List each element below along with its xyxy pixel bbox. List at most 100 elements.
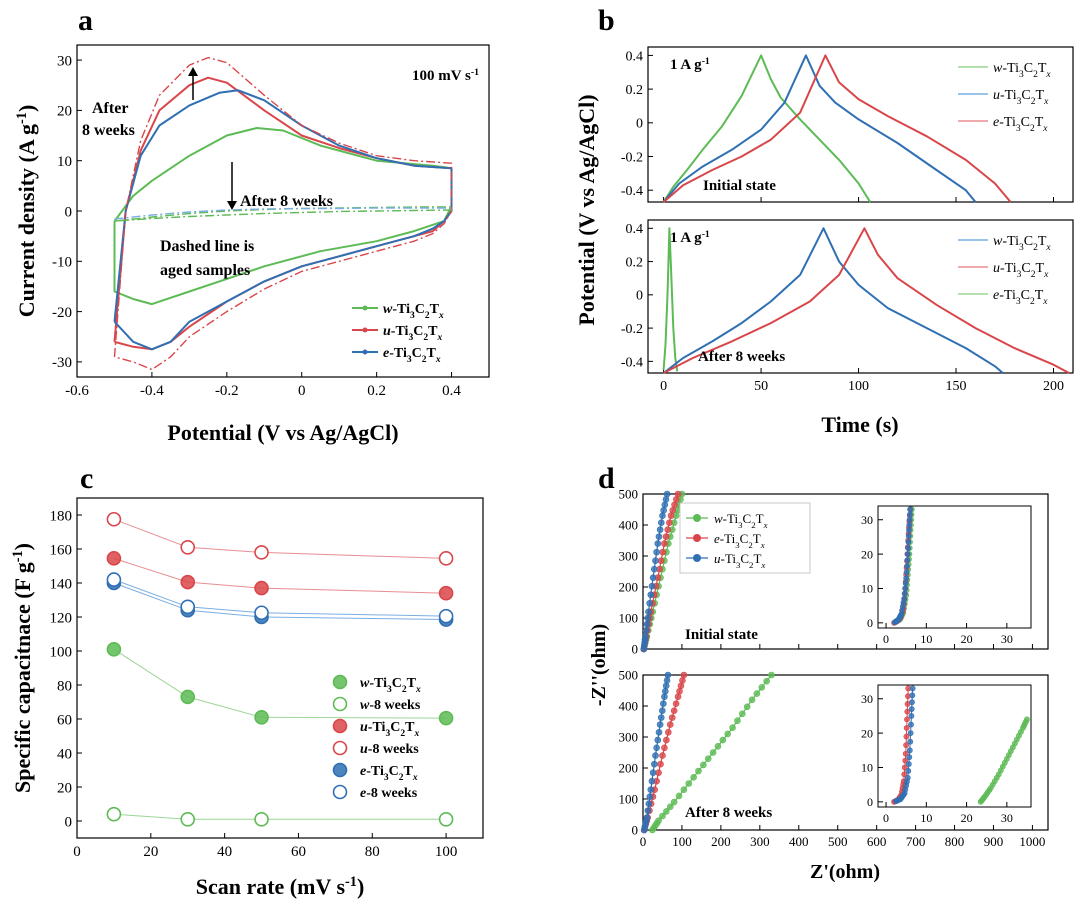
d1-point-u-ti3c2tx [642, 627, 650, 634]
c-legend-marker [332, 740, 348, 756]
c-xtick-label: 40 [217, 844, 232, 860]
d2-point-w-ti3c2tx [680, 786, 688, 794]
c-point-w-8-weeks [180, 811, 196, 827]
c-x-axis-label: Scan rate (mV s-1) [196, 874, 365, 899]
d2-inset-point [908, 713, 915, 719]
d1-state-label: Initial state [685, 627, 758, 643]
b2-xtick-label: 200 [1043, 379, 1064, 394]
b2-legend-label: w-Ti3C2Tx [993, 234, 1051, 253]
d1-inset-xtick-label: 30 [1001, 632, 1013, 646]
d2-xtick-label: 100 [672, 834, 692, 849]
d1-inset-point [905, 545, 911, 551]
c-point-e-8-weeks [438, 608, 454, 624]
c-point-u-8-weeks [180, 539, 196, 555]
b2-ytick-label: -0.2 [621, 322, 643, 337]
d2-point-u-ti3c2tx [654, 736, 662, 744]
a-legend-marker [362, 349, 368, 355]
d1-inset-ytick-label: 0 [867, 616, 873, 630]
c-point-e-8-weeks [180, 599, 196, 615]
c-xtick-label: 60 [291, 844, 306, 860]
d1-point-u-ti3c2tx [650, 565, 658, 573]
d2-inset-point [907, 738, 914, 745]
panel-letter-d: d [598, 462, 615, 495]
c-line-0 [113, 648, 447, 719]
c-legend-label: e-Ti3C2Tx [360, 764, 418, 783]
b1-legend-label: e-Ti3C2Tx [993, 115, 1048, 134]
b2-state-label: After 8 weeks [698, 349, 785, 365]
d1-inset-point [904, 551, 911, 558]
c-ytick-label: 80 [57, 678, 72, 694]
d1-ytick-label: 500 [619, 487, 639, 502]
d2-point-w-ti3c2tx [675, 792, 683, 800]
d-x-axis-label: Z'(ohm) [810, 861, 880, 883]
d1-point-e-ti3c2tx [657, 557, 665, 564]
d2-inset-ytick-label: 10 [861, 761, 873, 775]
c-point-w-ti3c2tx [254, 709, 269, 725]
d1-point-u-ti3c2tx [644, 614, 651, 622]
d2-inset-point [901, 771, 908, 778]
a-legend-label: w-Ti3C2Tx [383, 302, 444, 321]
a-series-e-ti3c2tx-aged- [114, 207, 452, 220]
a-ytick-label: 10 [57, 154, 72, 170]
b1-ytick-label: -0.4 [621, 184, 643, 199]
d2-point-u-ti3c2tx [656, 721, 664, 728]
d-legend-marker [693, 534, 701, 542]
d1-inset-xtick-label: 20 [961, 632, 973, 646]
d1-point-u-ti3c2tx [653, 548, 660, 556]
d1-inset-xtick-label: 10 [920, 632, 932, 646]
d1-point-u-ti3c2tx [649, 574, 657, 582]
b2-ytick-label: -0.4 [621, 355, 643, 370]
d2-point-e-ti3c2tx [668, 714, 676, 721]
c-y-axis-label: Specific capacitnace (F g-1) [10, 543, 35, 793]
d2-inset-point [903, 733, 910, 740]
d2-inset-point [908, 706, 915, 712]
d2-point-u-ti3c2tx [658, 707, 666, 714]
d2-inset-point [901, 764, 908, 771]
c-point-u-8-weeks [438, 551, 454, 566]
d1-point-u-ti3c2tx [659, 512, 666, 520]
c-legend-marker [332, 696, 348, 712]
d2-point-u-ti3c2tx [657, 714, 665, 721]
c-point-e-8-weeks [106, 572, 122, 587]
d2-point-e-ti3c2tx [679, 677, 686, 684]
d2-point-w-ti3c2tx [700, 761, 707, 769]
a-ytick-label: 0 [65, 204, 73, 220]
d1-point-u-ti3c2tx [648, 582, 656, 590]
d2-point-w-ti3c2tx [670, 798, 678, 806]
d1-inset-xtick-label: 0 [883, 632, 889, 646]
d2-ytick-label: 100 [619, 792, 639, 807]
a-ytick-label: 30 [57, 53, 72, 69]
b2-ytick-label: 0.4 [626, 222, 644, 237]
c-ytick-label: 180 [50, 508, 73, 524]
d1-plot-frame [642, 493, 1049, 650]
d1-inset-ytick-label: 10 [861, 582, 873, 596]
d1-ytick-label: 0 [632, 642, 639, 657]
d2-xtick-label: 200 [711, 834, 731, 849]
a-ytick-label: 20 [57, 104, 72, 120]
b-x-axis-label: Time (s) [821, 412, 898, 437]
c-line-5 [113, 579, 447, 617]
c-legend-marker [332, 674, 348, 690]
c-legend-label: u-8 weeks [360, 742, 419, 757]
b1-series-u-ti3c2tx [662, 54, 977, 203]
d2-inset-ytick-label: 0 [867, 795, 873, 809]
b1-ytick-label: -0.2 [621, 150, 643, 165]
b1-series-e-ti3c2tx [662, 54, 1012, 203]
d1-point-e-ti3c2tx [664, 526, 672, 533]
a-xtick-label: 0.2 [367, 383, 386, 399]
d2-point-w-ti3c2tx [729, 724, 736, 732]
d1-point-u-ti3c2tx [652, 557, 659, 564]
d1-ytick-label: 400 [619, 518, 639, 533]
d2-ytick-label: 0 [632, 823, 639, 838]
c-point-w-8-weeks [438, 811, 454, 827]
d2-point-e-ti3c2tx [672, 700, 680, 707]
d2-point-w-ti3c2tx [734, 717, 741, 725]
panel-letter-c: c [80, 462, 93, 495]
a-after-label-line1: After [92, 100, 128, 117]
c-legend-marker [332, 784, 348, 800]
a-legend-marker [362, 305, 368, 311]
d1-inset-ytick-label: 30 [861, 513, 873, 527]
d1-point-u-ti3c2tx [658, 519, 665, 526]
d2-point-e-ti3c2tx [666, 721, 674, 728]
d2-point-w-ti3c2tx [690, 773, 697, 781]
